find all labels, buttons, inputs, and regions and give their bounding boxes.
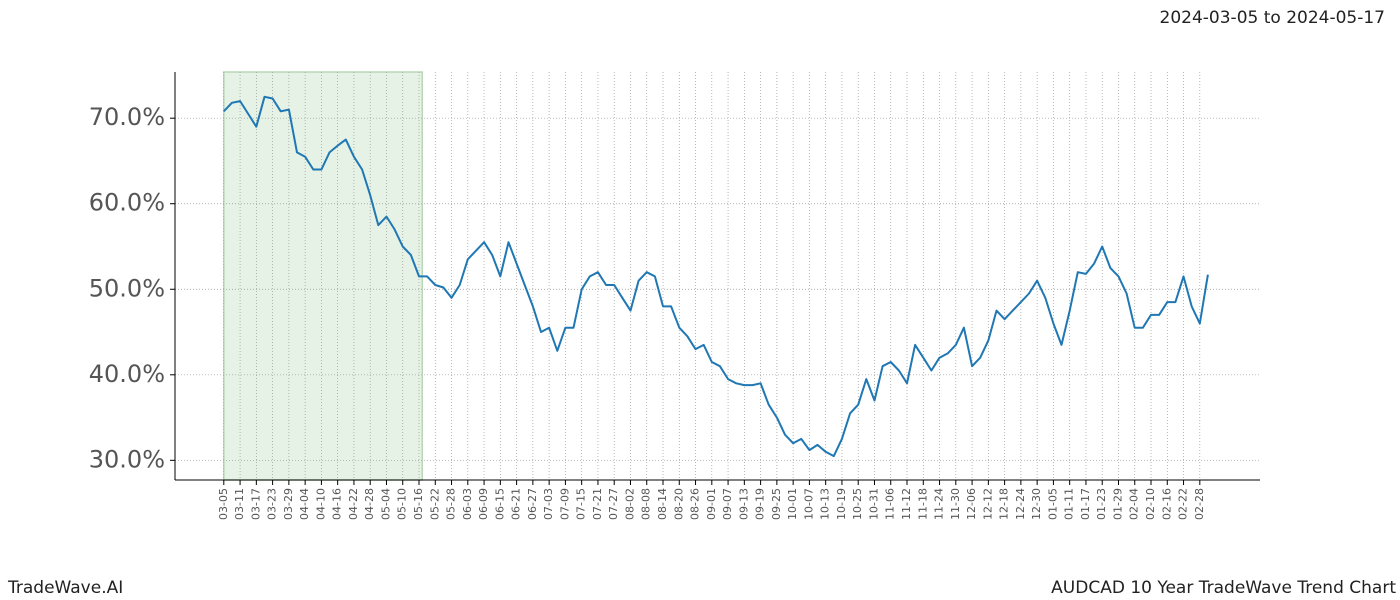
- x-tick-label: 05-22: [428, 488, 441, 520]
- x-tick-label: 04-28: [363, 488, 376, 520]
- x-tick-label: 03-11: [233, 488, 246, 520]
- x-tick-label: 11-30: [949, 488, 962, 520]
- x-tick-label: 09-25: [770, 488, 783, 520]
- x-tick-label: 12-24: [1014, 488, 1027, 520]
- trend-line: [223, 95, 1209, 458]
- x-tick-label: 11-18: [916, 488, 929, 520]
- x-tick-label: 02-04: [1128, 488, 1141, 520]
- x-tick-label: 05-10: [396, 488, 409, 520]
- x-tick-label: 02-22: [1177, 488, 1190, 520]
- x-tick-label: 10-31: [867, 488, 880, 520]
- x-tick-label: 01-05: [1046, 488, 1059, 520]
- x-tick-label: 08-14: [656, 488, 669, 520]
- x-tick-label: 12-30: [1030, 488, 1043, 520]
- x-tick-label: 07-09: [558, 488, 571, 520]
- x-tick-label: 03-29: [282, 488, 295, 520]
- x-tick-label: 11-06: [884, 488, 897, 520]
- x-tick-label: 10-19: [835, 488, 848, 520]
- x-tick-label: 03-17: [249, 488, 262, 520]
- x-tick-label: 12-06: [965, 488, 978, 520]
- x-tick-label: 10-25: [851, 488, 864, 520]
- x-tick-label: 01-17: [1079, 488, 1092, 520]
- x-tick-label: 10-01: [786, 488, 799, 520]
- x-tick-label: 04-04: [298, 488, 311, 520]
- chart-title: AUDCAD 10 Year TradeWave Trend Chart: [1051, 578, 1396, 598]
- y-tick-label: 30.0%: [89, 445, 165, 473]
- x-tick-label: 11-12: [900, 488, 913, 520]
- y-tick-label: 40.0%: [89, 360, 165, 388]
- x-tick-label: 10-07: [802, 488, 815, 520]
- x-tick-label: 12-12: [981, 488, 994, 520]
- x-tick-label: 04-16: [331, 488, 344, 520]
- highlight-region: [223, 71, 424, 481]
- y-tick-label: 70.0%: [89, 103, 165, 131]
- x-tick-label: 05-16: [412, 488, 425, 520]
- x-tick-label: 11-24: [933, 488, 946, 520]
- x-tick-label: 06-15: [493, 488, 506, 520]
- x-tick-label: 06-09: [477, 488, 490, 520]
- x-tick-label: 06-03: [461, 488, 474, 520]
- x-tick-label: 07-03: [542, 488, 555, 520]
- x-tick-label: 07-27: [607, 488, 620, 520]
- x-tick-label: 06-27: [526, 488, 539, 520]
- brand: TradeWave.AI: [7, 578, 123, 598]
- x-tick-label: 09-13: [737, 488, 750, 520]
- x-tick-label: 07-15: [575, 488, 588, 520]
- x-tick-label: 04-22: [347, 488, 360, 520]
- x-tick-label: 06-21: [510, 488, 523, 520]
- x-tick-label: 02-10: [1144, 488, 1157, 520]
- x-tick-label: 01-23: [1095, 488, 1108, 520]
- x-tick-label: 09-19: [754, 488, 767, 520]
- x-tick-label: 02-28: [1193, 488, 1206, 520]
- x-tick-label: 08-20: [672, 488, 685, 520]
- x-tick-label: 03-05: [217, 488, 230, 520]
- x-tick-label: 08-02: [623, 488, 636, 520]
- x-tick-label: 04-10: [314, 488, 327, 520]
- x-tick-label: 05-04: [379, 488, 392, 520]
- x-tick-label: 08-26: [689, 488, 702, 520]
- x-tick-label: 09-07: [721, 488, 734, 520]
- x-tick-label: 08-08: [640, 488, 653, 520]
- x-tick-label: 07-21: [591, 488, 604, 520]
- subtitle: 2024-03-05 to 2024-05-17: [1160, 8, 1385, 28]
- x-tick-label: 01-11: [1063, 488, 1076, 520]
- x-tick-label: 10-13: [819, 488, 832, 520]
- x-tick-label: 02-16: [1160, 488, 1173, 520]
- y-tick-label: 60.0%: [89, 189, 165, 217]
- y-tick-label: 50.0%: [89, 274, 165, 302]
- x-tick-label: 03-23: [266, 488, 279, 520]
- x-tick-label: 12-18: [998, 488, 1011, 520]
- x-tick-label: 05-28: [445, 488, 458, 520]
- x-tick-label: 09-01: [705, 488, 718, 520]
- x-tick-label: 01-29: [1111, 488, 1124, 520]
